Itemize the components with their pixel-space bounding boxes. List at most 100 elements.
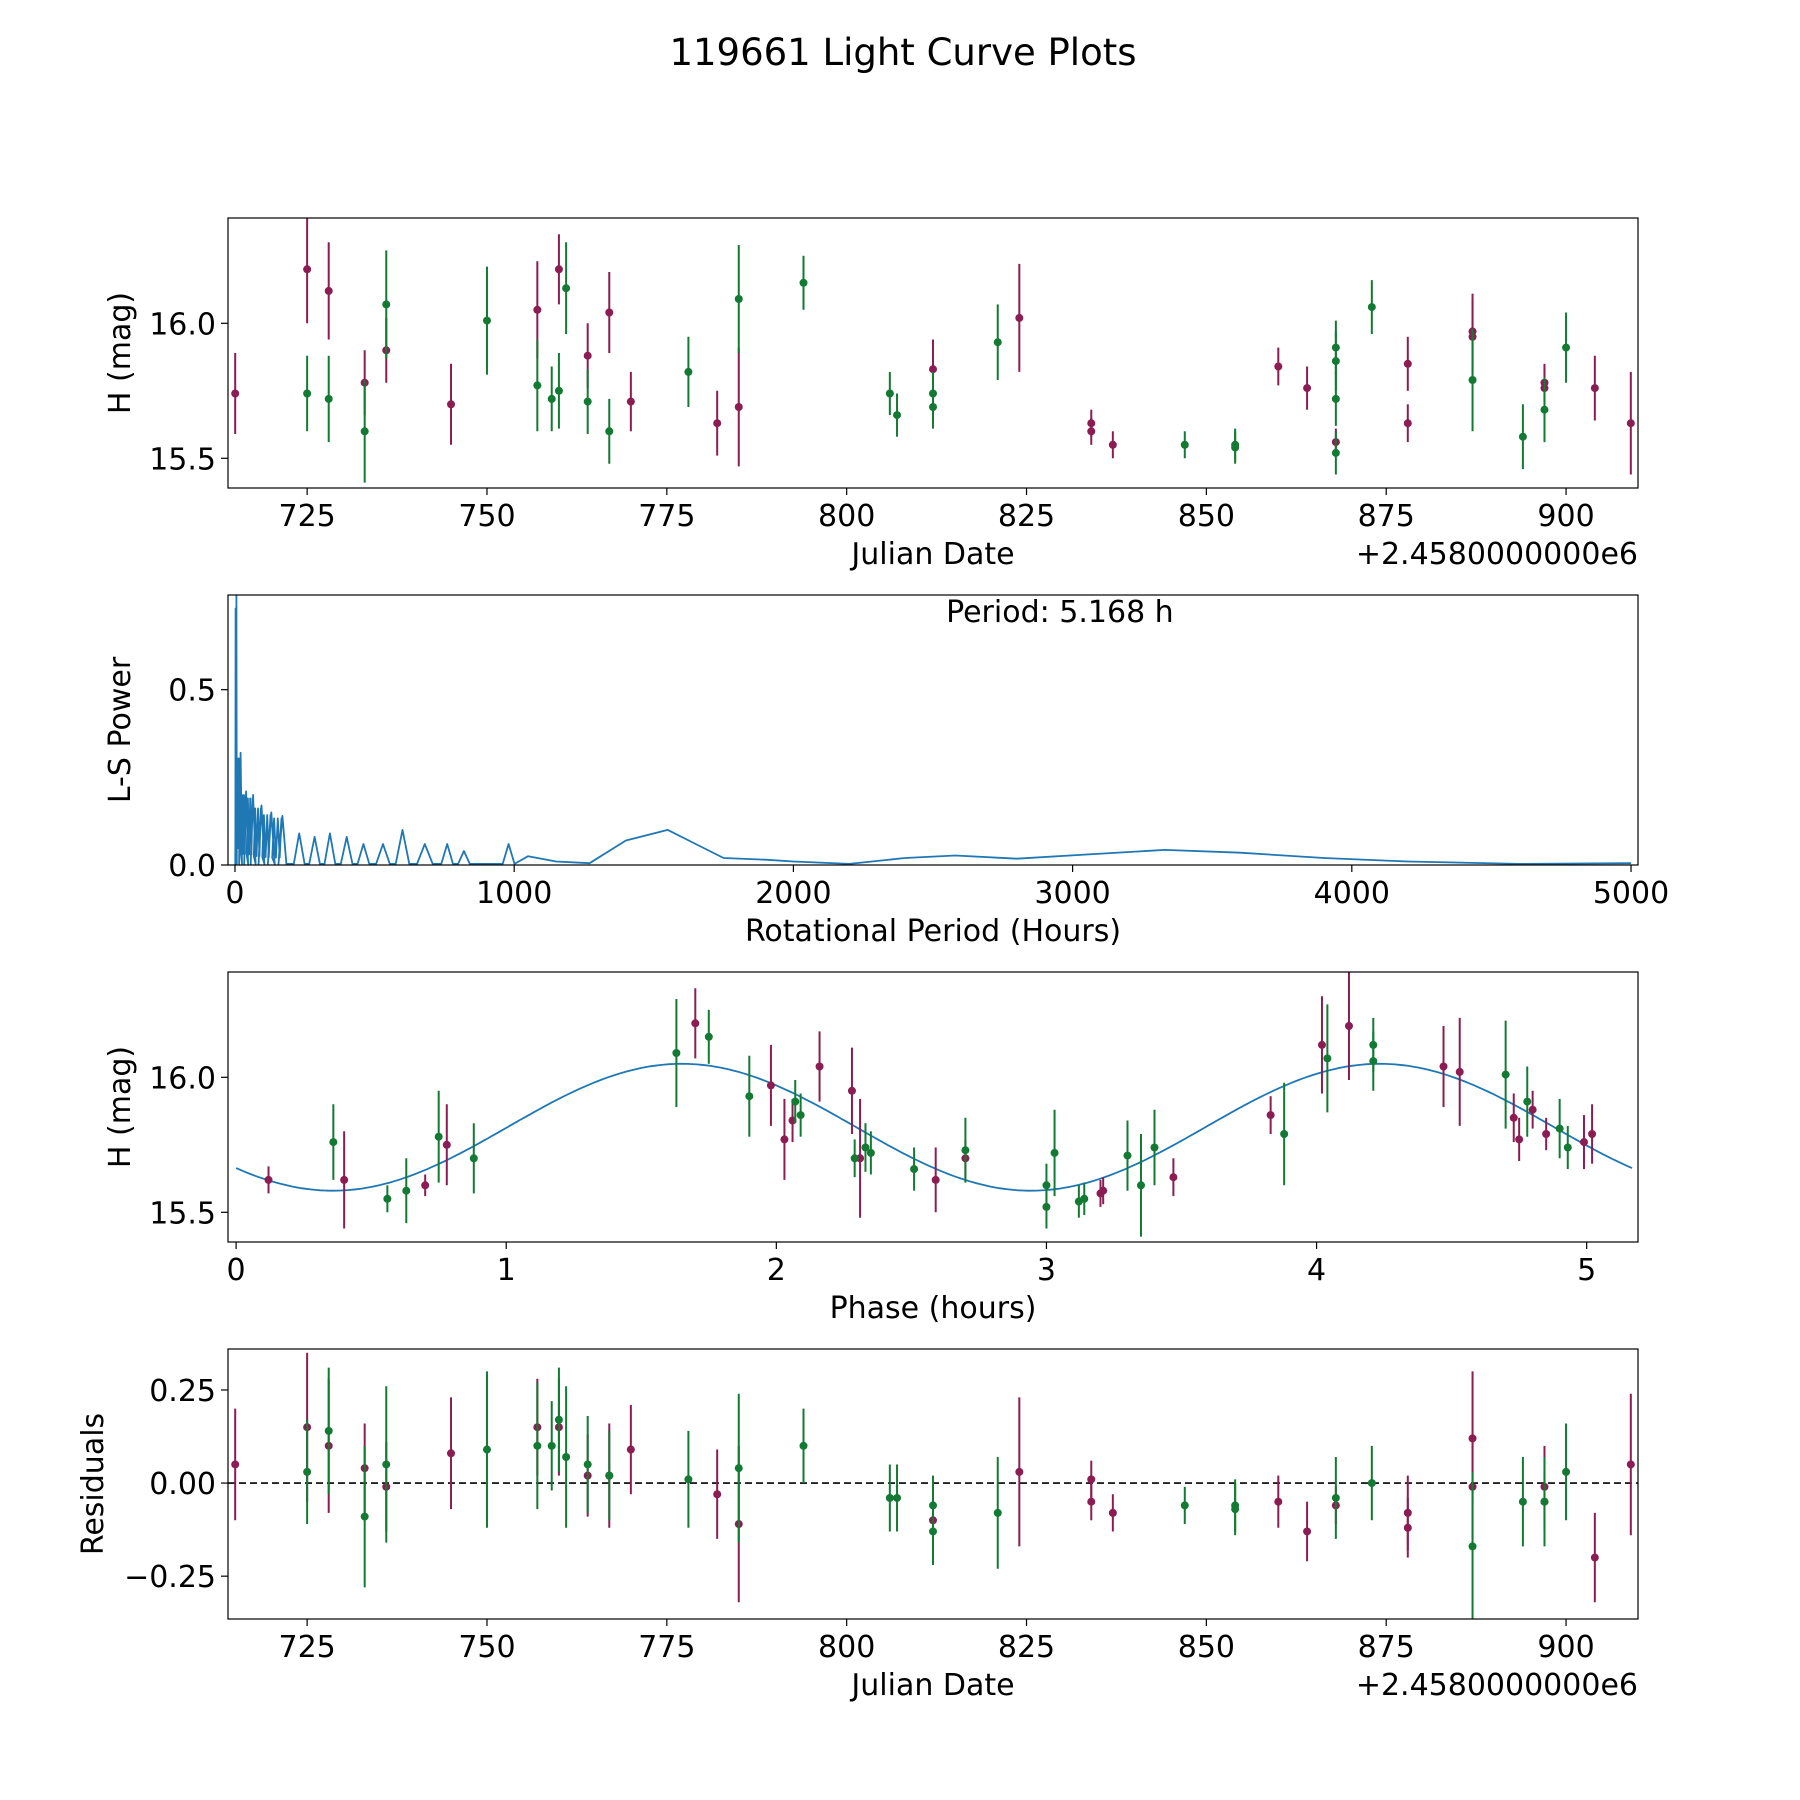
residuals-point [626, 1445, 635, 1454]
phased-point [791, 1097, 800, 1106]
lightcurve-point [324, 286, 333, 295]
phased-point [434, 1132, 443, 1141]
phased-point [1042, 1202, 1051, 1211]
residuals-point [1231, 1505, 1240, 1514]
lightcurve-ytick-label: 16.0 [149, 307, 216, 342]
phased-point [1266, 1111, 1275, 1120]
residuals-point [1087, 1475, 1096, 1484]
phased-point [866, 1148, 875, 1157]
residuals-point [734, 1464, 743, 1473]
phased-point [704, 1032, 713, 1041]
phased-point [1080, 1194, 1089, 1203]
lightcurve-point [447, 400, 456, 409]
lightcurve-point [1403, 359, 1412, 368]
phased-point [329, 1138, 338, 1147]
periodogram-power-curve [234, 595, 1632, 865]
residuals-point [684, 1475, 693, 1484]
lightcurve-point [1626, 419, 1635, 428]
phased-frame [227, 971, 1639, 1243]
residuals-point [1626, 1460, 1635, 1469]
periodogram-xtick-label: 3000 [1034, 876, 1110, 911]
residuals-point [231, 1460, 240, 1469]
periodogram-ytick-label: 0.5 [168, 674, 216, 709]
phased-point [1523, 1097, 1532, 1106]
residuals-point [1518, 1497, 1527, 1506]
panels: 725 750 775 800 825 850 875 900 15.5 16.0 Julian D… [76, 217, 1669, 1703]
residuals-point [1087, 1497, 1096, 1506]
phased-point [1509, 1113, 1518, 1122]
residuals-point [533, 1441, 542, 1450]
lightcurve-point [1590, 384, 1599, 393]
phased-point [1344, 1022, 1353, 1030]
lightcurve-point [1331, 448, 1340, 457]
lightcurve-point [929, 403, 937, 411]
lightcurve-point [1468, 376, 1477, 384]
phased-point [850, 1154, 859, 1163]
lightcurve-xlabel: Julian Date [849, 537, 1014, 572]
lightcurve-point [482, 316, 491, 325]
lightcurve-point [1540, 405, 1549, 414]
lightcurve-point [562, 284, 571, 293]
phased-point [910, 1165, 919, 1174]
lightcurve-point [734, 403, 743, 411]
phased-point [1542, 1130, 1551, 1138]
lightcurve-point [303, 265, 312, 274]
lightcurve-point [533, 305, 542, 314]
residuals-xtick-label: 800 [818, 1630, 875, 1665]
phased-point [442, 1140, 451, 1149]
lightcurve-point [554, 265, 563, 274]
lightcurve-point [993, 338, 1002, 347]
phased-xtick-label: 2 [767, 1253, 786, 1288]
lightcurve-point [929, 365, 937, 374]
phased-point [1123, 1151, 1132, 1160]
lightcurve-point [893, 411, 902, 420]
residuals-point [583, 1460, 592, 1469]
phased-point [469, 1154, 478, 1163]
residuals-point [605, 1471, 614, 1480]
lightcurve-xtick-label: 825 [998, 499, 1055, 534]
lightcurve-xtick-label: 750 [458, 499, 515, 534]
lightcurve-xtick-label: 800 [818, 499, 875, 534]
lightcurve-plot-area [231, 218, 1635, 483]
lightcurve-point [533, 381, 542, 390]
residuals-point [1108, 1508, 1117, 1517]
phased-point [264, 1175, 273, 1184]
residuals-point [554, 1415, 563, 1424]
residuals-point [1303, 1527, 1312, 1536]
phased-point [1439, 1062, 1448, 1071]
residuals-xlabel: Julian Date [849, 1668, 1014, 1703]
phased-xtick-label: 0 [227, 1253, 246, 1288]
residuals-xtick-label: 850 [1178, 1630, 1235, 1665]
lightcurve-point [1087, 427, 1096, 436]
phased-point [780, 1135, 789, 1144]
phased-point [1515, 1135, 1524, 1144]
periodogram-xtick-label: 2000 [755, 876, 831, 911]
phased-point [1323, 1054, 1332, 1063]
residuals-point [993, 1508, 1002, 1517]
residuals-xtick-label: 875 [1358, 1630, 1415, 1665]
lightcurve-point [885, 389, 894, 398]
residuals-point [1403, 1523, 1412, 1532]
periodogram-xtick-label: 4000 [1314, 876, 1390, 911]
residuals-point [1367, 1479, 1376, 1488]
phased-xtick-label: 4 [1307, 1253, 1326, 1288]
phased-point [1563, 1143, 1572, 1152]
periodogram-annotation: Period: 5.168 h [946, 595, 1174, 630]
lightcurve-point [626, 397, 635, 406]
lightcurve-point [1562, 343, 1571, 352]
periodogram-xtick-label: 5000 [1593, 876, 1669, 911]
residuals-point [929, 1527, 937, 1536]
residuals-plot-area [228, 1352, 1638, 1619]
phased-ytick-label: 16.0 [149, 1061, 216, 1096]
lightcurve-point [1015, 313, 1024, 322]
lightcurve-offset-label: +2.4580000000e6 [1356, 537, 1638, 572]
phased-point [815, 1062, 824, 1071]
phased-point [1455, 1067, 1464, 1076]
phased-point [340, 1175, 349, 1184]
phased-point [931, 1175, 940, 1184]
lightcurve-xtick-label: 900 [1537, 499, 1594, 534]
residuals-panel: 725 750 775 800 825 850 875 900 −0.25 0.00 0.25 Jul… [76, 1348, 1639, 1703]
lightcurve-point [583, 397, 592, 406]
lightcurve-frame [227, 217, 1639, 489]
